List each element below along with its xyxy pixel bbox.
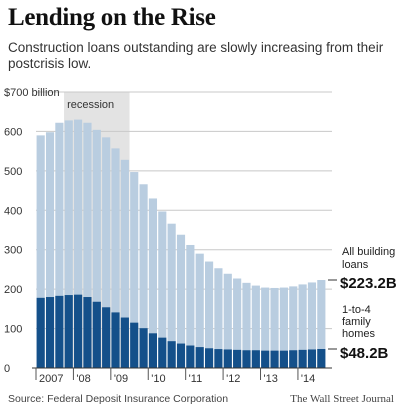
bar-all-building-loans xyxy=(36,135,45,368)
series-label-family-homes-line2: family xyxy=(342,316,371,328)
y-tick-label: 100 xyxy=(4,324,22,336)
bar-all-building-loans xyxy=(242,282,251,368)
bar-family-homes xyxy=(102,307,111,368)
bar-all-building-loans xyxy=(317,279,326,368)
bar-family-homes xyxy=(45,297,55,368)
value-label-family-homes: $48.2B xyxy=(340,345,389,362)
bar-all-building-loans xyxy=(120,159,129,368)
x-tick-label: '09 xyxy=(114,373,128,385)
credit-line: The Wall Street Journal xyxy=(290,393,394,405)
bar-all-building-loans xyxy=(102,137,111,368)
bar-family-homes xyxy=(176,343,186,368)
bar-all-building-loans xyxy=(130,172,139,368)
bar-family-homes xyxy=(261,350,270,368)
bar-all-building-loans xyxy=(158,211,167,368)
bar-family-homes xyxy=(214,349,223,368)
bar-family-homes xyxy=(167,341,176,368)
x-tick-label: '14 xyxy=(301,373,315,385)
value-label-all-building-loans: $223.2B xyxy=(340,275,397,292)
y-tick-label: 500 xyxy=(4,166,22,178)
y-tick-label: 600 xyxy=(4,126,22,138)
series-label-family-homes-line1: 1-to-4 xyxy=(342,304,371,316)
y-tick-label: 200 xyxy=(4,284,22,296)
bar-family-homes xyxy=(233,349,242,368)
series-label-family-homes-line3: homes xyxy=(342,328,376,340)
bar-all-building-loans xyxy=(64,120,73,368)
bar-all-building-loans xyxy=(214,268,223,368)
bar-all-building-loans xyxy=(233,278,242,368)
bar-all-building-loans xyxy=(279,287,288,368)
bar-family-homes xyxy=(92,301,101,368)
bar-family-homes xyxy=(83,297,92,368)
bar-all-building-loans xyxy=(298,284,307,368)
bar-family-homes xyxy=(270,350,279,368)
x-tick-label: 2007 xyxy=(39,373,63,385)
source-note: Source: Federal Deposit Insurance Corpor… xyxy=(8,393,229,405)
series-label-all-building-loans-line2: loans xyxy=(342,259,369,271)
bar-all-building-loans xyxy=(289,286,298,368)
bar-all-building-loans xyxy=(139,184,148,368)
bar-family-homes xyxy=(111,312,120,368)
bar-family-homes xyxy=(186,345,195,368)
bar-family-homes xyxy=(74,294,83,368)
bar-family-homes xyxy=(195,347,204,368)
bar-all-building-loans xyxy=(55,122,64,368)
bar-all-building-loans xyxy=(148,198,158,368)
bar-family-homes xyxy=(148,333,158,368)
bar-family-homes xyxy=(204,348,214,368)
bar-family-homes xyxy=(317,348,326,368)
bar-family-homes xyxy=(298,349,307,368)
bar-family-homes xyxy=(307,349,317,368)
bar-family-homes xyxy=(279,350,288,368)
bar-all-building-loans xyxy=(45,132,55,368)
y-tick-label: 0 xyxy=(4,363,10,375)
x-tick-label: '12 xyxy=(226,373,240,385)
bar-family-homes xyxy=(139,328,148,368)
bar-all-building-loans xyxy=(251,285,260,368)
bar-family-homes xyxy=(120,317,129,368)
bar-all-building-loans xyxy=(261,287,270,368)
bar-all-building-loans xyxy=(270,287,279,368)
bar-all-building-loans xyxy=(307,282,317,368)
bar-family-homes xyxy=(158,337,167,368)
bar-family-homes xyxy=(289,350,298,368)
bar-all-building-loans xyxy=(92,129,101,368)
recession-label: recession xyxy=(67,99,114,111)
y-tick-label: 300 xyxy=(4,245,22,257)
bar-all-building-loans xyxy=(186,244,195,368)
bar-family-homes xyxy=(130,322,139,368)
bar-all-building-loans xyxy=(176,234,186,368)
y-tick-label: 400 xyxy=(4,205,22,217)
bar-family-homes xyxy=(64,295,73,368)
x-tick-label: '08 xyxy=(76,373,90,385)
y-tick-label: $700 billion xyxy=(4,87,60,99)
bar-all-building-loans xyxy=(111,148,120,368)
bar-all-building-loans xyxy=(83,122,92,368)
chart-title: Lending on the Rise xyxy=(8,4,216,31)
bar-all-building-loans xyxy=(74,119,83,368)
bar-family-homes xyxy=(251,350,260,368)
series-label-all-building-loans-line1: All building xyxy=(342,246,395,258)
bar-family-homes xyxy=(36,297,45,368)
bar-all-building-loans xyxy=(195,253,204,368)
bar-family-homes xyxy=(55,295,64,368)
bar-family-homes xyxy=(223,349,232,368)
bar-all-building-loans xyxy=(204,261,214,368)
bar-all-building-loans xyxy=(167,223,176,368)
bar-all-building-loans xyxy=(223,273,232,368)
x-tick-label: '11 xyxy=(189,373,203,385)
chart-subtitle: Construction loans outstanding are slowl… xyxy=(8,40,384,71)
x-tick-label: '10 xyxy=(151,373,165,385)
bar-family-homes xyxy=(242,350,251,368)
x-tick-label: '13 xyxy=(264,373,278,385)
